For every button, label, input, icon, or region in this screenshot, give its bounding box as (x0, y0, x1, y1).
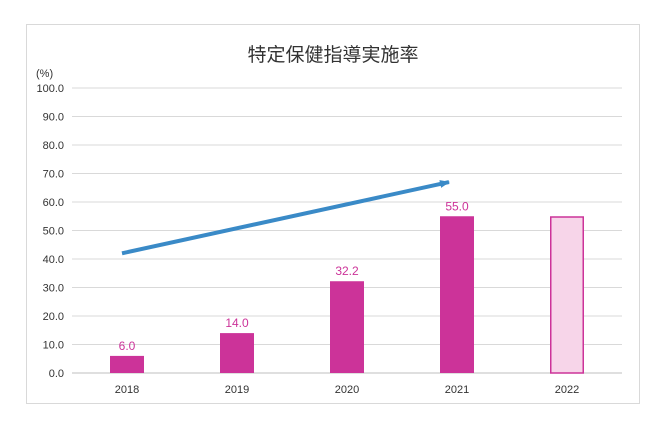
data-label-2018: 6.0 (119, 339, 136, 353)
y-tick-label: 70.0 (43, 169, 64, 181)
bar-2022 (550, 216, 584, 374)
x-tick-label: 2019 (225, 384, 249, 396)
bar-2021 (440, 216, 474, 373)
bars (110, 216, 584, 374)
data-labels: 6.0 14.0 32.2 55.0 (119, 199, 469, 353)
trend-arrow (121, 180, 450, 256)
data-label-2020: 32.2 (335, 264, 359, 278)
y-axis-unit-label: (%) (36, 68, 53, 80)
bar-2018 (110, 355, 144, 373)
y-tick-label: 40.0 (43, 254, 64, 266)
y-tick-label: 30.0 (43, 283, 64, 295)
y-tick-label: 50.0 (43, 226, 64, 238)
bar-2020 (330, 281, 364, 373)
y-tick-label: 100.0 (36, 83, 64, 95)
chart-title: 特定保健指導実施率 (247, 44, 418, 66)
x-tick-label: 2018 (115, 384, 139, 396)
y-tick-labels: 0.0 10.0 20.0 30.0 40.0 50.0 60.0 70.0 80.0 90.0 1… (36, 83, 64, 380)
y-tick-label: 20.0 (43, 311, 64, 323)
trend-arrow-layer (121, 180, 450, 256)
x-tick-labels: 2018 2019 2020 2021 2022 (115, 384, 579, 396)
y-tick-label: 10.0 (43, 340, 64, 352)
x-tick-label: 2021 (445, 384, 469, 396)
y-tick-label: 80.0 (43, 140, 64, 152)
grid-layer (72, 87, 622, 374)
data-label-2021: 55.0 (445, 199, 469, 213)
y-tick-label: 60.0 (43, 197, 64, 209)
x-tick-label: 2022 (555, 384, 579, 396)
y-tick-label: 0.0 (49, 368, 64, 380)
bar-2019 (220, 333, 254, 373)
x-tick-label: 2020 (335, 384, 359, 396)
y-tick-label: 90.0 (43, 112, 64, 124)
data-label-2019: 14.0 (225, 316, 249, 330)
